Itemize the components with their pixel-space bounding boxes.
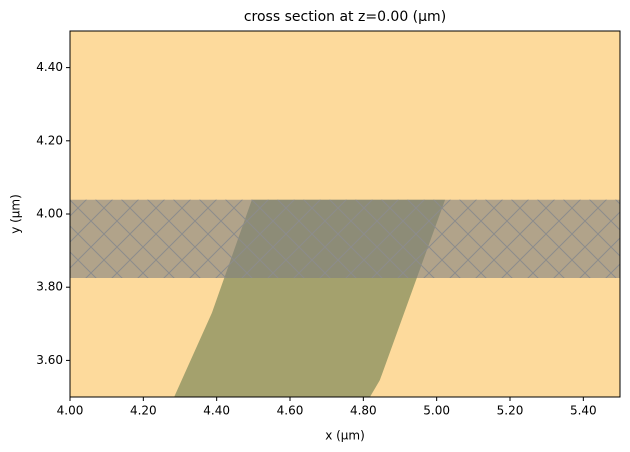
chart-title: cross section at z=0.00 (μm) xyxy=(244,9,446,25)
x-tick-label: 4.60 xyxy=(277,404,304,418)
y-tick-label: 4.20 xyxy=(36,133,63,147)
y-tick-label: 3.60 xyxy=(36,353,63,367)
y-axis-label: y (μm) xyxy=(9,194,23,234)
x-tick-label: 5.40 xyxy=(570,404,597,418)
x-tick-label: 5.00 xyxy=(423,404,450,418)
y-tick-label: 4.00 xyxy=(36,207,63,221)
x-tick-label: 4.40 xyxy=(203,404,230,418)
x-tick-label: 4.80 xyxy=(350,404,377,418)
structure-hatch xyxy=(70,199,620,279)
x-tick-label: 4.00 xyxy=(57,404,84,418)
x-tick-label: 5.20 xyxy=(497,404,524,418)
y-tick-label: 3.80 xyxy=(36,280,63,294)
plot-frame xyxy=(69,30,621,398)
x-tick-label: 4.20 xyxy=(130,404,157,418)
x-axis-label: x (μm) xyxy=(325,429,365,443)
y-tick-label: 4.40 xyxy=(36,60,63,74)
